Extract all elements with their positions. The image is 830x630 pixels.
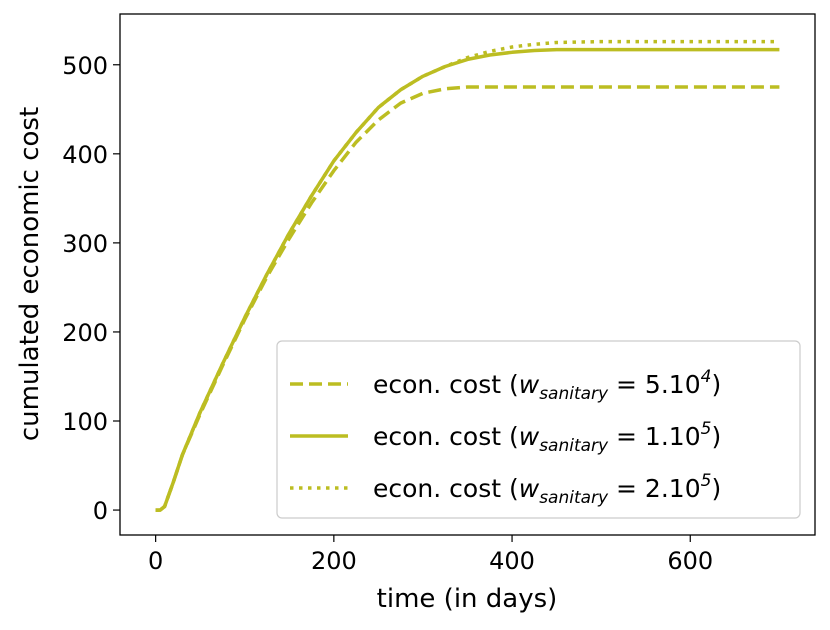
y-tick-label: 500 xyxy=(62,52,108,80)
x-axis-label: time (in days) xyxy=(377,584,558,614)
y-tick-label: 400 xyxy=(62,141,108,169)
x-tick-label: 0 xyxy=(148,547,163,575)
legend-entry-1: econ. cost (wsanitary = 5.104) xyxy=(373,367,721,404)
plot-area xyxy=(155,39,780,512)
x-tick-label: 400 xyxy=(489,547,535,575)
x-tick-label: 600 xyxy=(667,547,713,575)
legend-frame xyxy=(276,340,801,519)
series-line-dotted xyxy=(155,39,780,512)
legend-entry-2: econ. cost (wsanitary = 1.105) xyxy=(373,419,721,456)
y-axis-label: cumulated economic cost xyxy=(15,107,45,441)
y-tick-label: 300 xyxy=(62,230,108,258)
x-tick-label: 200 xyxy=(311,547,357,575)
axes-frame xyxy=(119,13,816,536)
ticks: 0 200 400 600 0 100 200 300 400 500 xyxy=(62,52,713,575)
legend-entry-3: econ. cost (wsanitary = 2.105) xyxy=(373,471,721,508)
y-tick-label: 100 xyxy=(62,408,108,436)
legend: econ. cost (wsanitary = 5.104) econ. cos… xyxy=(276,340,801,519)
y-tick-label: 200 xyxy=(62,319,108,347)
y-tick-label: 0 xyxy=(93,497,108,525)
